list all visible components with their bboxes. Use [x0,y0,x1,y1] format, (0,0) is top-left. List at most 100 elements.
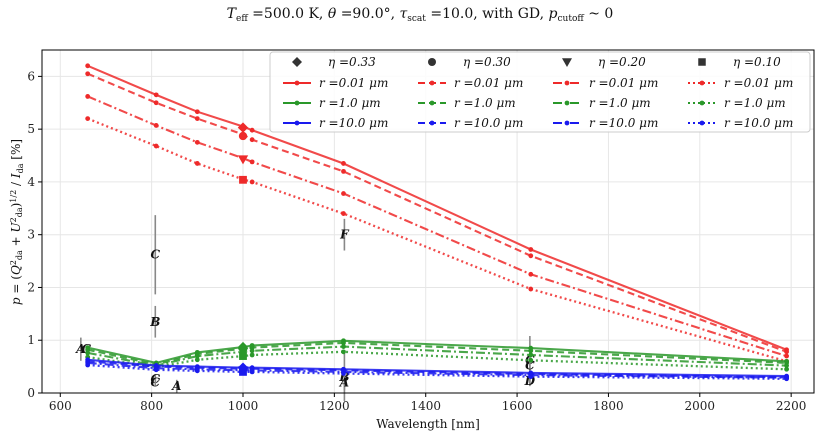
data-point [249,179,255,185]
legend-swatch-dot [564,80,570,86]
legend-marker [698,58,706,66]
data-point [194,109,200,115]
legend-marker [562,58,572,67]
data-point [341,191,346,196]
x-axis: 600 800 1000 1200 1400 1600 1800 2000 2200 [49,393,806,413]
legend-swatch-dot [294,120,300,126]
series-line [87,72,787,353]
data-point [528,253,534,259]
data-point [528,374,534,380]
series-line [87,361,787,379]
legend-label: η =0.10 [733,55,781,69]
series-lines [85,63,789,382]
data-point [85,71,91,77]
data-point [85,94,91,99]
data-point [528,247,534,252]
observation-label: B [149,315,160,329]
legend-swatch-dot [429,120,435,126]
x-tick-label: 1200 [319,399,350,413]
observation-label: C [151,372,161,386]
data-point [194,353,200,359]
legend-label: η =0.30 [463,55,511,69]
legend-swatch-dot [429,80,435,86]
legend: η =0.33 η =0.30 η =0.20 η =0.10 r =0.01 μm r … [269,51,811,133]
eta-marker-0.10 [239,367,247,376]
y-tick-label: 3 [27,228,35,242]
y-axis: 0 1 2 3 4 5 6 [27,69,42,400]
plot-frame [41,49,815,394]
data-point [528,348,534,354]
data-point [153,367,159,373]
legend-swatch-dot [294,80,300,86]
x-tick-label: 1800 [593,399,624,413]
legend-label: r =10.0 μm [454,116,523,130]
legend-label: r =10.0 μm [319,116,388,130]
series-line [87,363,787,380]
legend-label: r =0.01 μm [454,76,523,90]
y-tick-label: 6 [27,69,35,83]
data-point [194,368,200,374]
data-point [341,371,346,376]
data-point [341,211,346,216]
data-point [153,123,159,128]
data-point [153,100,159,106]
x-tick-label: 1400 [410,399,441,413]
y-tick-label: 4 [27,175,35,189]
data-point [341,168,346,174]
data-point [528,357,534,363]
data-point [194,116,200,121]
data-point [341,344,346,349]
x-tick-label: 1600 [502,399,533,413]
observation-label: A [75,342,85,356]
data-point [528,271,534,277]
y-axis-label: p = (Q2da + U2da)1/2 / Ida [%] [9,139,25,305]
x-tick-label: 1000 [228,399,259,413]
x-tick-label: 600 [49,399,72,413]
eta-marker-0.33 [237,122,249,133]
legend-label: r =0.01 μm [319,76,388,90]
data-point [249,159,255,165]
legend-label: r =1.0 μm [319,96,381,110]
legend-label: η =0.33 [328,55,376,69]
eta-marker-0.10 [239,175,247,184]
legend-label: r =10.0 μm [724,116,793,130]
legend-label: r =1.0 μm [724,96,786,110]
data-point [341,349,346,355]
data-point [194,357,200,363]
data-point [249,137,255,143]
observation-label: C [525,359,535,373]
data-point [85,350,91,356]
series-line [87,117,787,363]
legend-label: r =10.0 μm [589,116,658,130]
data-point [341,161,346,166]
series-line [87,360,787,379]
data-point [153,143,159,149]
legend-swatch-dot [564,100,570,106]
data-point [784,366,789,372]
data-point [153,92,159,98]
series-markers [237,122,249,376]
observation-label: A [171,379,181,393]
data-point [249,348,255,354]
series-line [87,341,787,366]
legend-label: η =0.20 [598,55,646,69]
legend-marker [292,57,302,67]
series-line [87,345,787,367]
x-tick-label: 2000 [685,399,716,413]
series-line [87,339,787,364]
legend-swatch-dot [564,120,570,126]
y-tick-label: 1 [27,333,35,347]
legend-swatch-dot [699,120,705,126]
eta-marker-0.30 [238,131,248,141]
legend-swatch-dot [429,100,435,106]
legend-swatch-dot [294,100,300,106]
series-line [87,64,787,351]
data-point [85,116,91,121]
y-tick-label: 2 [27,280,35,294]
data-point [249,127,255,133]
x-axis-label: Wavelength [nm] [376,417,480,431]
data-point [784,353,789,359]
data-point [194,139,200,145]
observation-label: A [339,375,349,389]
